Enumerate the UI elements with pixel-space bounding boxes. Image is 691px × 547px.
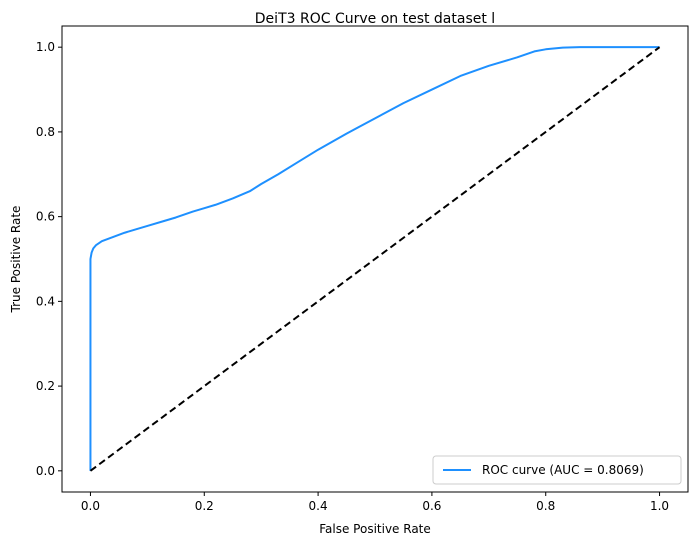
- roc-curve-line: [89, 46, 660, 471]
- x-axis: 0.0 0.2 0.4 0.6 0.8 1.0: [81, 492, 669, 513]
- y-tick-label: 0.8: [36, 125, 55, 139]
- y-tick-label: 0.4: [36, 294, 55, 308]
- y-axis-label: True Positive Rate: [9, 206, 23, 314]
- x-tick-label: 0.0: [81, 499, 100, 513]
- x-tick-label: 0.8: [536, 499, 555, 513]
- x-tick-label: 0.2: [195, 499, 214, 513]
- legend-label-roc: ROC curve (AUC = 0.8069): [482, 463, 644, 477]
- random-baseline-line: [89, 46, 661, 472]
- x-tick-label: 1.0: [650, 499, 669, 513]
- legend-box: [432, 455, 682, 485]
- x-axis-label: False Positive Rate: [319, 522, 431, 536]
- chart-title: DeiT3 ROC Curve on test dataset l: [255, 11, 495, 27]
- x-tick-label: 0.4: [309, 499, 328, 513]
- x-tick-label: 0.6: [422, 499, 441, 513]
- y-tick-label: 0.6: [36, 210, 55, 224]
- plot-frame: [61, 25, 689, 493]
- y-axis: 0.0 0.2 0.4 0.6 0.8 1.0: [36, 40, 62, 478]
- y-tick-label: 0.0: [36, 464, 55, 478]
- plot-area: [89, 46, 661, 472]
- y-tick-label: 0.2: [36, 379, 55, 393]
- legend: ROC curve (AUC = 0.8069): [432, 455, 682, 485]
- y-tick-label: 1.0: [36, 40, 55, 54]
